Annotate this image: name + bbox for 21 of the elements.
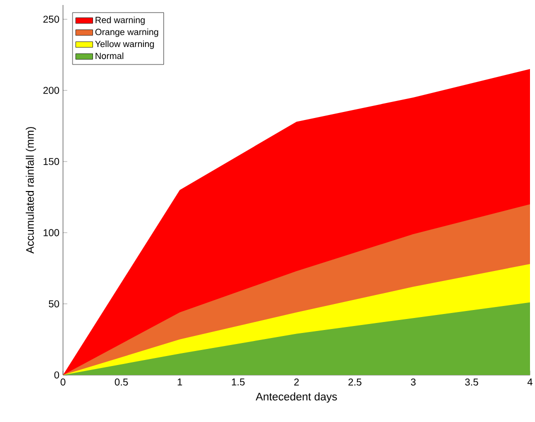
- x-tick-label: 0: [60, 378, 66, 386]
- legend-label: Red warning: [96, 16, 145, 25]
- y-tick-label: 150: [44, 158, 60, 166]
- y-tick-label: 200: [43, 86, 60, 94]
- y-axis-title: Accumulated rainfall (mm): [26, 127, 36, 254]
- x-tick-label: 0.5: [114, 378, 128, 386]
- x-tick-label: 1.5: [232, 378, 245, 386]
- y-tick-label: 100: [44, 229, 60, 236]
- x-tick-label: 1: [178, 378, 182, 386]
- legend-label: Orange warning: [95, 28, 158, 37]
- legend-label: Normal: [96, 52, 124, 60]
- y-tick-label: 250: [43, 16, 60, 23]
- x-tick-label: 3: [410, 378, 416, 386]
- x-tick-label: 2: [294, 378, 299, 386]
- y-tick-label: 0: [54, 371, 60, 379]
- x-tick-label: 4: [527, 378, 532, 386]
- x-axis-title: Antecedent days: [256, 392, 337, 403]
- y-tick-label: 50: [48, 300, 60, 308]
- x-tick-label: 3.5: [465, 378, 478, 386]
- x-tick-label: 2.5: [348, 378, 362, 386]
- legend-label: Yellow warning: [95, 40, 154, 49]
